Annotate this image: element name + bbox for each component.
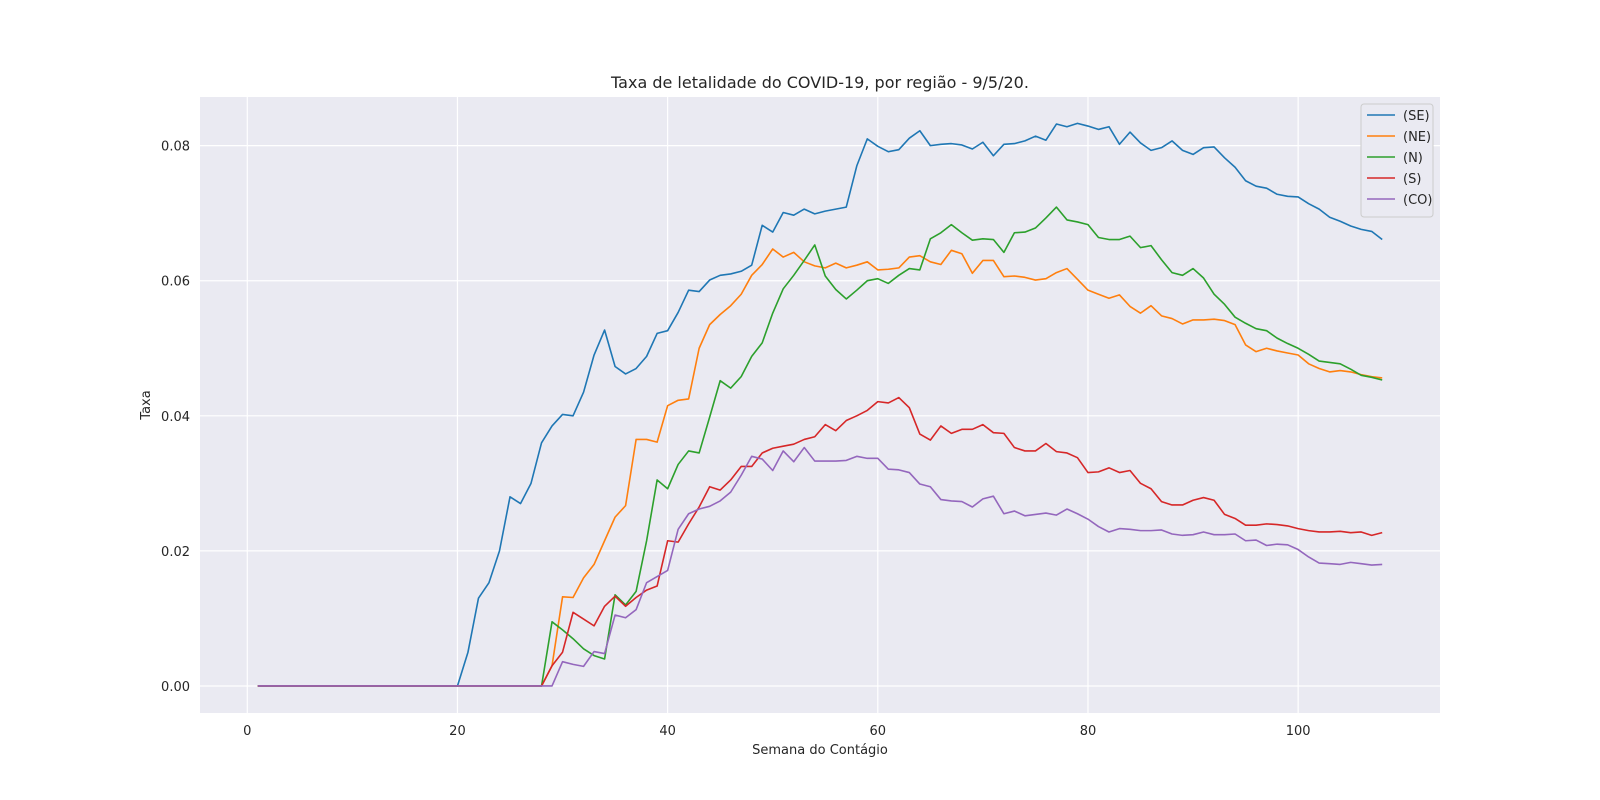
chart-title: Taxa de letalidade do COVID-19, por regi… [610, 73, 1029, 92]
y-tick-label: 0.06 [161, 275, 190, 290]
x-axis-label: Semana do Contágio [752, 743, 888, 758]
y-axis-label: Taxa [139, 390, 154, 420]
y-tick-label: 0.02 [161, 545, 190, 560]
x-tick-label: 60 [870, 724, 887, 739]
x-tick-label: 0 [243, 724, 251, 739]
legend-entry: (S) [1403, 172, 1421, 187]
y-tick-label: 0.00 [161, 680, 190, 695]
legend-entry: (N) [1403, 151, 1423, 166]
x-tick-label: 40 [659, 724, 676, 739]
y-axis-ticks: 0.00 0.02 0.04 0.06 0.08 [161, 140, 190, 695]
legend-entry: (SE) [1403, 109, 1430, 124]
plot-area [200, 97, 1440, 713]
legend-entry: (NE) [1403, 130, 1431, 145]
x-tick-label: 80 [1080, 724, 1097, 739]
y-tick-label: 0.08 [161, 140, 190, 155]
series-layer [257, 122, 1383, 687]
series-line-4 [257, 446, 1383, 687]
legend-entry: (CO) [1403, 193, 1432, 208]
legend-box [1360, 103, 1434, 218]
x-tick-label: 100 [1286, 724, 1311, 739]
x-tick-label: 20 [449, 724, 466, 739]
x-axis-ticks: 0 20 40 60 80 100 [243, 724, 1310, 739]
y-tick-label: 0.04 [161, 410, 190, 425]
legend: (SE) (NE) (N) (S) (CO) [1360, 103, 1434, 218]
